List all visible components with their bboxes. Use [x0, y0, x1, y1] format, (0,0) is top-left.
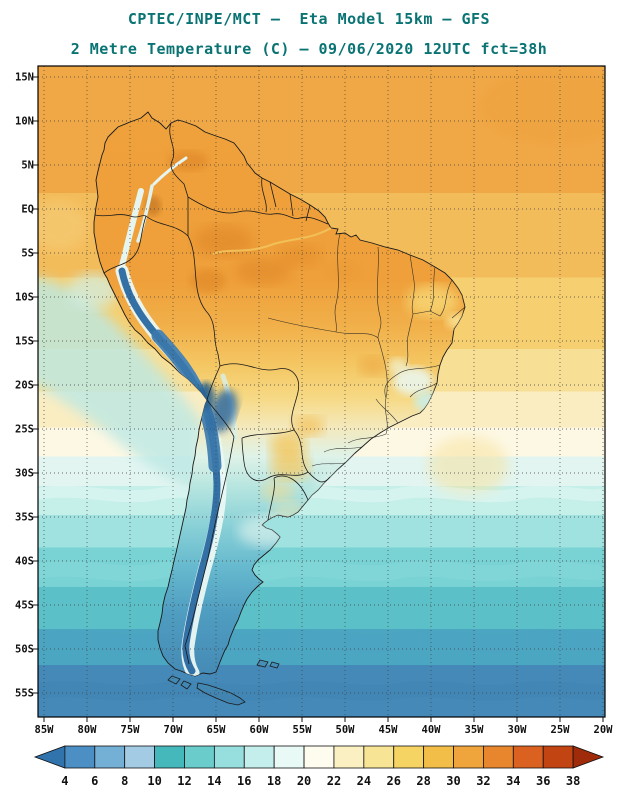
lon-label: 50W — [336, 724, 356, 736]
axis-ticks — [33, 76, 604, 722]
lat-label: 15N — [15, 72, 34, 84]
lon-label: 85W — [35, 724, 55, 736]
ocean-temperature-anomalies — [38, 66, 605, 701]
colorbar-label: 14 — [207, 774, 221, 788]
lat-label: 35S — [15, 512, 34, 524]
colorbar-segment — [333, 745, 365, 769]
lat-label: 10N — [15, 116, 34, 128]
colorbar-area: 4 6 8 10 12 14 16 18 20 22 24 26 28 30 32 34 36 38 — [0, 744, 618, 792]
colorbar-label: 16 — [237, 774, 251, 788]
colorbar-label: 10 — [147, 774, 161, 788]
colorbar-label: 6 — [91, 774, 98, 788]
lon-label: 35W — [465, 724, 485, 736]
lon-label: 80W — [78, 724, 98, 736]
colorbar-segment — [213, 745, 245, 769]
colorbar-segment — [154, 745, 185, 769]
colorbar-label: 26 — [387, 774, 401, 788]
colorbar-segment — [94, 745, 126, 769]
country-borders — [94, 122, 331, 665]
colorbar-segment — [184, 745, 215, 769]
colorbar-label: 38 — [566, 774, 580, 788]
colorbar-segment — [512, 745, 544, 769]
lat-label: 15S — [15, 336, 34, 348]
lat-label: 5S — [21, 248, 34, 260]
colorbar-label: 18 — [267, 774, 281, 788]
colorbar-segment — [483, 745, 514, 769]
lat-label: 40S — [15, 556, 34, 568]
colorbar-label: 28 — [416, 774, 430, 788]
colorbar-label: 20 — [297, 774, 311, 788]
lon-label: 25W — [551, 724, 571, 736]
lon-label: 70W — [164, 724, 184, 736]
colorbar-segment — [33, 745, 66, 769]
temperature-colorbar: 4 6 8 10 12 14 16 18 20 22 24 26 28 30 32 34 36 38 — [33, 745, 605, 788]
colorbar-segment — [363, 745, 395, 769]
lon-label: 55W — [293, 724, 313, 736]
lat-label: 55S — [15, 688, 34, 700]
temperature-map-figure: 15N 10N 5N EQ 5S 10S 15S 20S 25S 30S 35S 40S 45S 50S 5… — [15, 65, 614, 736]
lon-label: 45W — [379, 724, 399, 736]
colorbar-segment — [273, 745, 305, 769]
state-borders — [267, 233, 466, 467]
colorbar-label: 32 — [476, 774, 490, 788]
colorbar-segment — [243, 745, 275, 769]
lon-label: 65W — [207, 724, 227, 736]
lon-label: 30W — [508, 724, 528, 736]
colorbar-segment — [572, 745, 605, 769]
lat-label: 50S — [15, 644, 34, 656]
colorbar-label: 4 — [61, 774, 68, 788]
plot-area — [38, 66, 605, 717]
colorbar-label: 24 — [357, 774, 371, 788]
lat-label: 25S — [15, 424, 34, 436]
colorbar-label: 30 — [446, 774, 460, 788]
colorbar-label: 22 — [327, 774, 341, 788]
map-title-line2: 2 Metre Temperature (C) – 09/06/2020 12U… — [70, 40, 548, 58]
lat-label: EQ — [21, 204, 34, 216]
colorbar-label: 8 — [121, 774, 128, 788]
colorbar-segment — [124, 745, 155, 769]
gridlines — [38, 66, 605, 717]
colorbar-segment — [423, 745, 454, 769]
colorbar-label: 12 — [177, 774, 191, 788]
lat-label: 20S — [15, 380, 34, 392]
colorbar-segment — [542, 745, 574, 769]
lon-label: 40W — [422, 724, 442, 736]
colorbar-segment — [64, 745, 96, 769]
southern-islands — [167, 659, 280, 706]
lat-label: 30S — [15, 468, 34, 480]
longitude-axis-labels: 85W 80W 75W 70W 65W 60W 55W 50W 45W 40W 35W 30W 25W 2… — [35, 724, 614, 736]
lat-label: 5N — [21, 160, 34, 172]
figure-header: CPTEC/INPE/MCT – Eta Model 15km – GFS 2 … — [0, 0, 618, 60]
lon-label: 75W — [121, 724, 141, 736]
lat-label: 10S — [15, 292, 34, 304]
colorbar-segment — [453, 745, 484, 769]
colorbar-segment — [393, 745, 425, 769]
lon-label: 60W — [250, 724, 270, 736]
colorbar-label: 34 — [506, 774, 520, 788]
latitude-axis-labels: 15N 10N 5N EQ 5S 10S 15S 20S 25S 30S 35S 40S 45S 50S 5… — [15, 72, 34, 700]
lat-label: 45S — [15, 600, 34, 612]
colorbar-label: 36 — [536, 774, 550, 788]
map-frame — [37, 65, 606, 718]
lon-label: 20W — [594, 724, 614, 736]
colorbar-segment — [303, 745, 335, 769]
map-area: 15N 10N 5N EQ 5S 10S 15S 20S 25S 30S 35S 40S 45S 50S 5… — [0, 60, 618, 740]
map-title-line1: CPTEC/INPE/MCT – Eta Model 15km – GFS — [127, 10, 491, 28]
